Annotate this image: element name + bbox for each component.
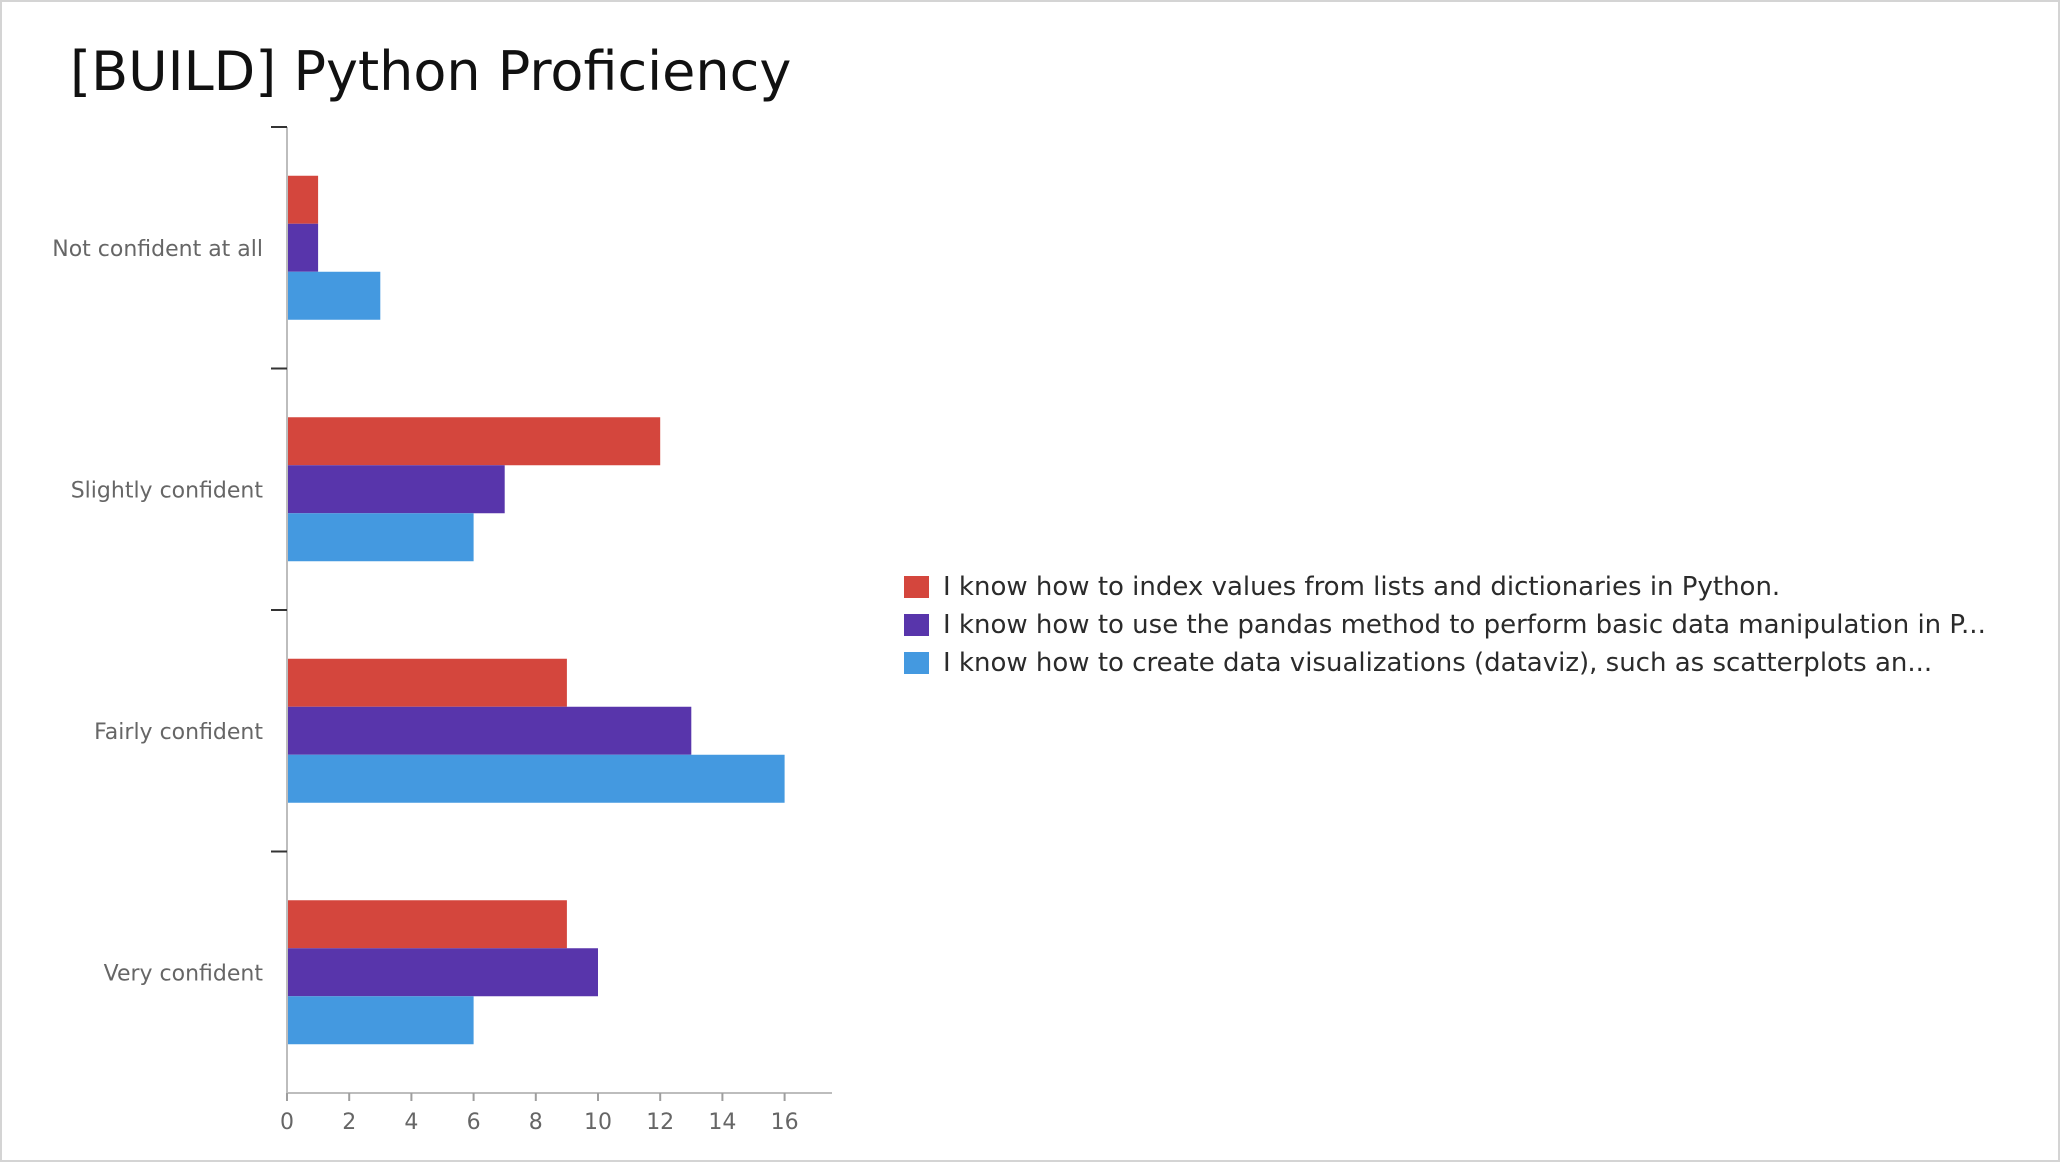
x-tick-label: 12 (646, 1110, 674, 1135)
y-tick-label: Slightly confident (71, 478, 264, 503)
x-tick-label: 10 (584, 1110, 612, 1135)
legend-item: I know how to use the pandas method to p… (904, 606, 2044, 644)
legend-label: I know how to index values from lists an… (943, 572, 1781, 602)
legend-item: I know how to index values from lists an… (904, 568, 2044, 606)
chart-labels: 0 2 4 6 8 10 12 14 16 Not confident at all Slightl… (52, 237, 798, 1135)
x-tick-label: 14 (708, 1110, 736, 1135)
legend-item: I know how to create data visualizations… (904, 644, 2044, 682)
chart-axes (271, 126, 832, 1101)
chart-bars (288, 175, 785, 1045)
bar (288, 513, 474, 562)
x-tick-label: 8 (529, 1110, 543, 1135)
x-tick-label: 6 (467, 1110, 481, 1135)
x-tick-label: 4 (404, 1110, 418, 1135)
legend-label: I know how to create data visualizations… (943, 648, 1933, 678)
bar (288, 223, 319, 272)
x-tick-label: 0 (280, 1110, 294, 1135)
bar (288, 900, 567, 949)
bar (288, 271, 381, 320)
legend-swatch (904, 576, 929, 598)
y-tick-label: Not confident at all (52, 237, 263, 262)
page-title: [BUILD] Python Proficiency (70, 40, 792, 103)
x-tick-label: 16 (771, 1110, 799, 1135)
chart-legend: I know how to index values from lists an… (904, 568, 2044, 682)
bar (288, 175, 319, 224)
bar (288, 417, 661, 466)
bar (288, 754, 785, 803)
legend-swatch (904, 652, 929, 674)
legend-label: I know how to use the pandas method to p… (943, 610, 1986, 640)
bar (288, 706, 692, 755)
bar (288, 465, 505, 514)
bar (288, 658, 567, 707)
legend-swatch (904, 614, 929, 636)
y-tick-label: Very confident (104, 961, 264, 986)
bar (288, 996, 474, 1045)
x-tick-label: 2 (342, 1110, 356, 1135)
bar (288, 948, 598, 997)
y-tick-label: Fairly confident (94, 720, 263, 745)
